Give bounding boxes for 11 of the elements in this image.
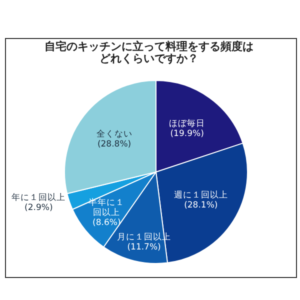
data-label: (28.8%) — [97, 139, 132, 150]
data-label: (19.9%) — [170, 129, 204, 140]
data-label: (2.9%) — [24, 203, 53, 214]
slice-label: 週に１回以上 — [174, 190, 228, 200]
slice-label: ほぼ毎日 — [169, 118, 206, 130]
slice-label: 年に１回以上 — [12, 192, 66, 204]
slice-label: 全くない — [96, 128, 132, 140]
chart-title: 自宅のキッチンに立って料理をする頻度はどれくらいですか？ — [44, 40, 254, 65]
data-label: (28.1%) — [184, 200, 218, 210]
data-label: (8.6%) — [92, 218, 121, 228]
data-label: (11.7%) — [127, 242, 161, 253]
